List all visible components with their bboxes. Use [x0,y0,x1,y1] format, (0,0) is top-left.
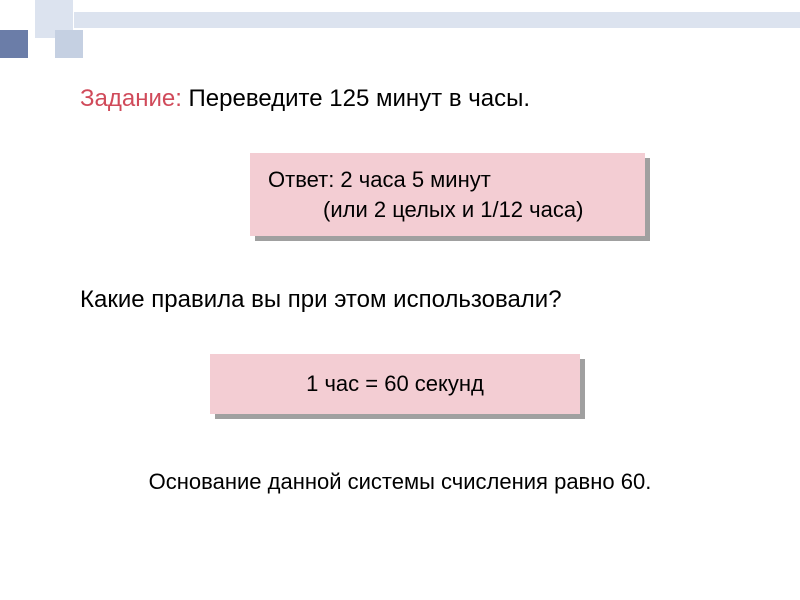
answer-line1: Ответ: 2 часа 5 минут [268,165,627,195]
conclusion-line: Основание данной системы счисления равно… [50,469,750,495]
deco-square-2 [0,30,28,58]
slide-content: Задание: Переведите 125 минут в часы. От… [80,85,750,495]
deco-top-bar [74,12,800,28]
task-text: Переведите 125 минут в часы. [182,85,530,112]
task-label: Задание: [80,85,182,112]
answer-box-front: Ответ: 2 часа 5 минут (или 2 целых и 1/1… [250,153,645,236]
answer-box: Ответ: 2 часа 5 минут (или 2 целых и 1/1… [250,153,645,236]
deco-square-3 [55,30,83,58]
question-line: Какие правила вы при этом использовали? [80,286,750,314]
corner-decoration [0,0,140,65]
answer-line2: (или 2 целых и 1/12 часа) [268,195,627,225]
formula-text: 1 час = 60 секунд [306,371,484,396]
formula-box-front: 1 час = 60 секунд [210,354,580,414]
task-line: Задание: Переведите 125 минут в часы. [80,85,750,113]
formula-box: 1 час = 60 секунд [210,354,580,414]
